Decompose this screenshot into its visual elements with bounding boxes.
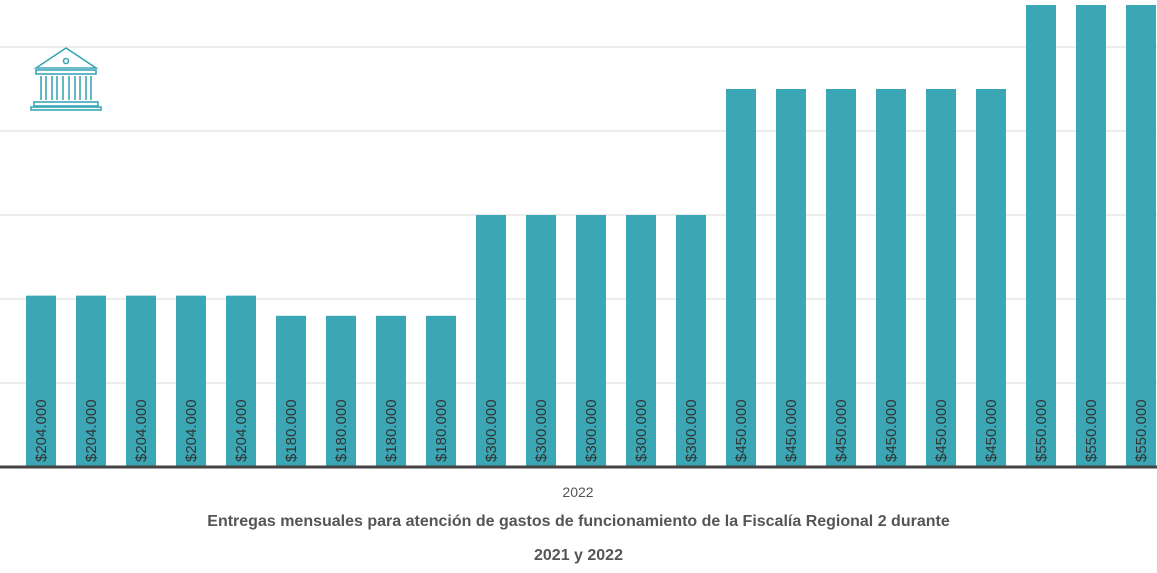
bar: [376, 315, 406, 467]
value-label: $180.000: [433, 399, 450, 462]
value-label: $180.000: [383, 399, 400, 462]
bar: [826, 89, 856, 467]
value-label: $550.000: [1083, 399, 1100, 462]
bar: [1076, 5, 1106, 467]
value-label: $300.000: [683, 399, 700, 462]
bar: [626, 215, 656, 467]
bar: [276, 315, 306, 467]
value-label: $550.000: [1033, 399, 1050, 462]
bar: [926, 89, 956, 467]
bar: [26, 295, 56, 467]
value-label: $204.000: [183, 399, 200, 462]
bar: [876, 89, 906, 467]
bar: [126, 295, 156, 467]
value-label: $204.000: [233, 399, 250, 462]
value-label: $204.000: [33, 399, 50, 462]
x-axis-label: 2022: [562, 484, 593, 500]
value-label: $204.000: [133, 399, 150, 462]
bar: [1126, 5, 1156, 467]
value-label: $300.000: [483, 399, 500, 462]
value-label: $450.000: [883, 399, 900, 462]
bar: [176, 295, 206, 467]
value-label: $450.000: [783, 399, 800, 462]
chart: 2022 $204.000 $204.000 $204.000 $204.000 $20…: [0, 5, 1157, 500]
value-label: $450.000: [983, 399, 1000, 462]
value-label: $300.000: [583, 399, 600, 462]
value-label: $550.000: [1133, 399, 1150, 462]
bar: [76, 295, 106, 467]
bar: [576, 215, 606, 467]
value-label: $450.000: [833, 399, 850, 462]
chart-title: Entregas mensuales para atención de gast…: [207, 513, 950, 564]
bank-icon: [30, 47, 102, 111]
value-label: $450.000: [733, 399, 750, 462]
value-label: $180.000: [283, 399, 300, 462]
bar: [426, 315, 456, 467]
value-label: $204.000: [83, 399, 100, 462]
bar: [726, 89, 756, 467]
value-label: $300.000: [633, 399, 650, 462]
title-box: Entregas mensuales para atención de gast…: [0, 505, 1157, 573]
value-label: $450.000: [933, 399, 950, 462]
bar: [526, 215, 556, 467]
bar: [676, 215, 706, 467]
bar: [226, 295, 256, 467]
bar: [326, 315, 356, 467]
value-label: $300.000: [533, 399, 550, 462]
bar: [776, 89, 806, 467]
bar: [476, 215, 506, 467]
value-label: $180.000: [333, 399, 350, 462]
bar: [976, 89, 1006, 467]
bar: [1026, 5, 1056, 467]
